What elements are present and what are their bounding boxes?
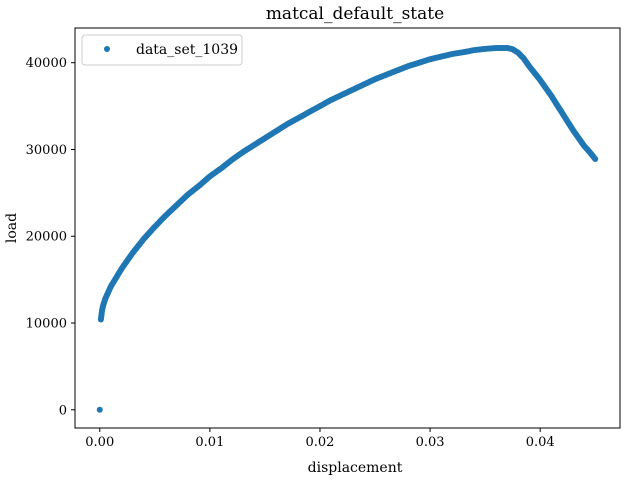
x-tick-label: 0.03 bbox=[416, 435, 445, 450]
x-axis-label: displacement bbox=[308, 460, 403, 476]
x-tick-label: 0.04 bbox=[526, 435, 555, 450]
y-axis-label: load bbox=[4, 213, 20, 243]
y-axis-ticks: 0 10000 20000 30000 40000 bbox=[26, 56, 75, 418]
y-tick-label: 10000 bbox=[26, 317, 67, 332]
legend: data_set_1039 bbox=[81, 34, 243, 66]
x-tick-label: 0.02 bbox=[305, 435, 334, 450]
y-tick-label: 20000 bbox=[26, 230, 67, 245]
y-tick-label: 40000 bbox=[26, 56, 67, 71]
x-tick-label: 0.00 bbox=[85, 435, 114, 450]
data-point bbox=[591, 154, 598, 161]
chart-title: matcal_default_state bbox=[266, 4, 444, 24]
legend-marker bbox=[104, 46, 110, 52]
legend-series-label: data_set_1039 bbox=[136, 42, 238, 58]
data-points bbox=[96, 44, 599, 413]
data-point bbox=[96, 406, 103, 413]
y-tick-label: 30000 bbox=[26, 143, 67, 158]
x-tick-label: 0.01 bbox=[195, 435, 224, 450]
x-axis-ticks: 0.00 0.01 0.02 0.03 0.04 bbox=[85, 428, 555, 450]
y-tick-label: 0 bbox=[59, 403, 67, 418]
legend-box bbox=[81, 34, 243, 66]
plot-frame bbox=[74, 27, 621, 429]
